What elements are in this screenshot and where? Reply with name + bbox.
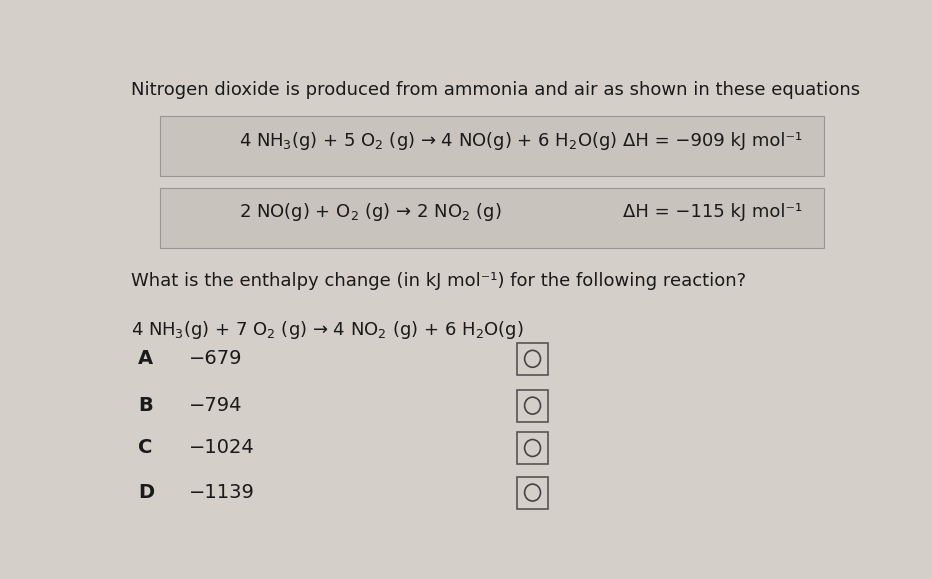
- FancyBboxPatch shape: [517, 477, 548, 508]
- Text: A: A: [138, 349, 153, 368]
- FancyBboxPatch shape: [517, 390, 548, 422]
- Text: What is the enthalpy change (in kJ mol⁻¹) for the following reaction?: What is the enthalpy change (in kJ mol⁻¹…: [130, 272, 747, 290]
- FancyBboxPatch shape: [517, 432, 548, 464]
- FancyBboxPatch shape: [160, 188, 825, 248]
- FancyBboxPatch shape: [160, 116, 825, 177]
- Text: D: D: [138, 483, 155, 502]
- Text: −1024: −1024: [188, 438, 254, 457]
- Text: C: C: [138, 438, 153, 457]
- Text: 4 NH$_3$(g) + 7 O$_2$ (g) → 4 NO$_2$ (g) + 6 H$_2$O(g): 4 NH$_3$(g) + 7 O$_2$ (g) → 4 NO$_2$ (g)…: [130, 319, 524, 341]
- Text: ΔH = −115 kJ mol⁻¹: ΔH = −115 kJ mol⁻¹: [624, 203, 802, 221]
- Text: 4 NH$_3$(g) + 5 O$_2$ (g) → 4 NO(g) + 6 H$_2$O(g): 4 NH$_3$(g) + 5 O$_2$ (g) → 4 NO(g) + 6 …: [240, 130, 618, 152]
- Text: −679: −679: [188, 349, 242, 368]
- Text: Nitrogen dioxide is produced from ammonia and air as shown in these equations: Nitrogen dioxide is produced from ammoni…: [130, 80, 860, 98]
- Text: 2 NO(g) + O$_2$ (g) → 2 NO$_2$ (g): 2 NO(g) + O$_2$ (g) → 2 NO$_2$ (g): [240, 201, 501, 223]
- Text: ΔH = −909 kJ mol⁻¹: ΔH = −909 kJ mol⁻¹: [624, 132, 802, 150]
- Text: −1139: −1139: [188, 483, 254, 502]
- Text: −794: −794: [188, 396, 242, 415]
- Text: B: B: [138, 396, 153, 415]
- FancyBboxPatch shape: [517, 343, 548, 375]
